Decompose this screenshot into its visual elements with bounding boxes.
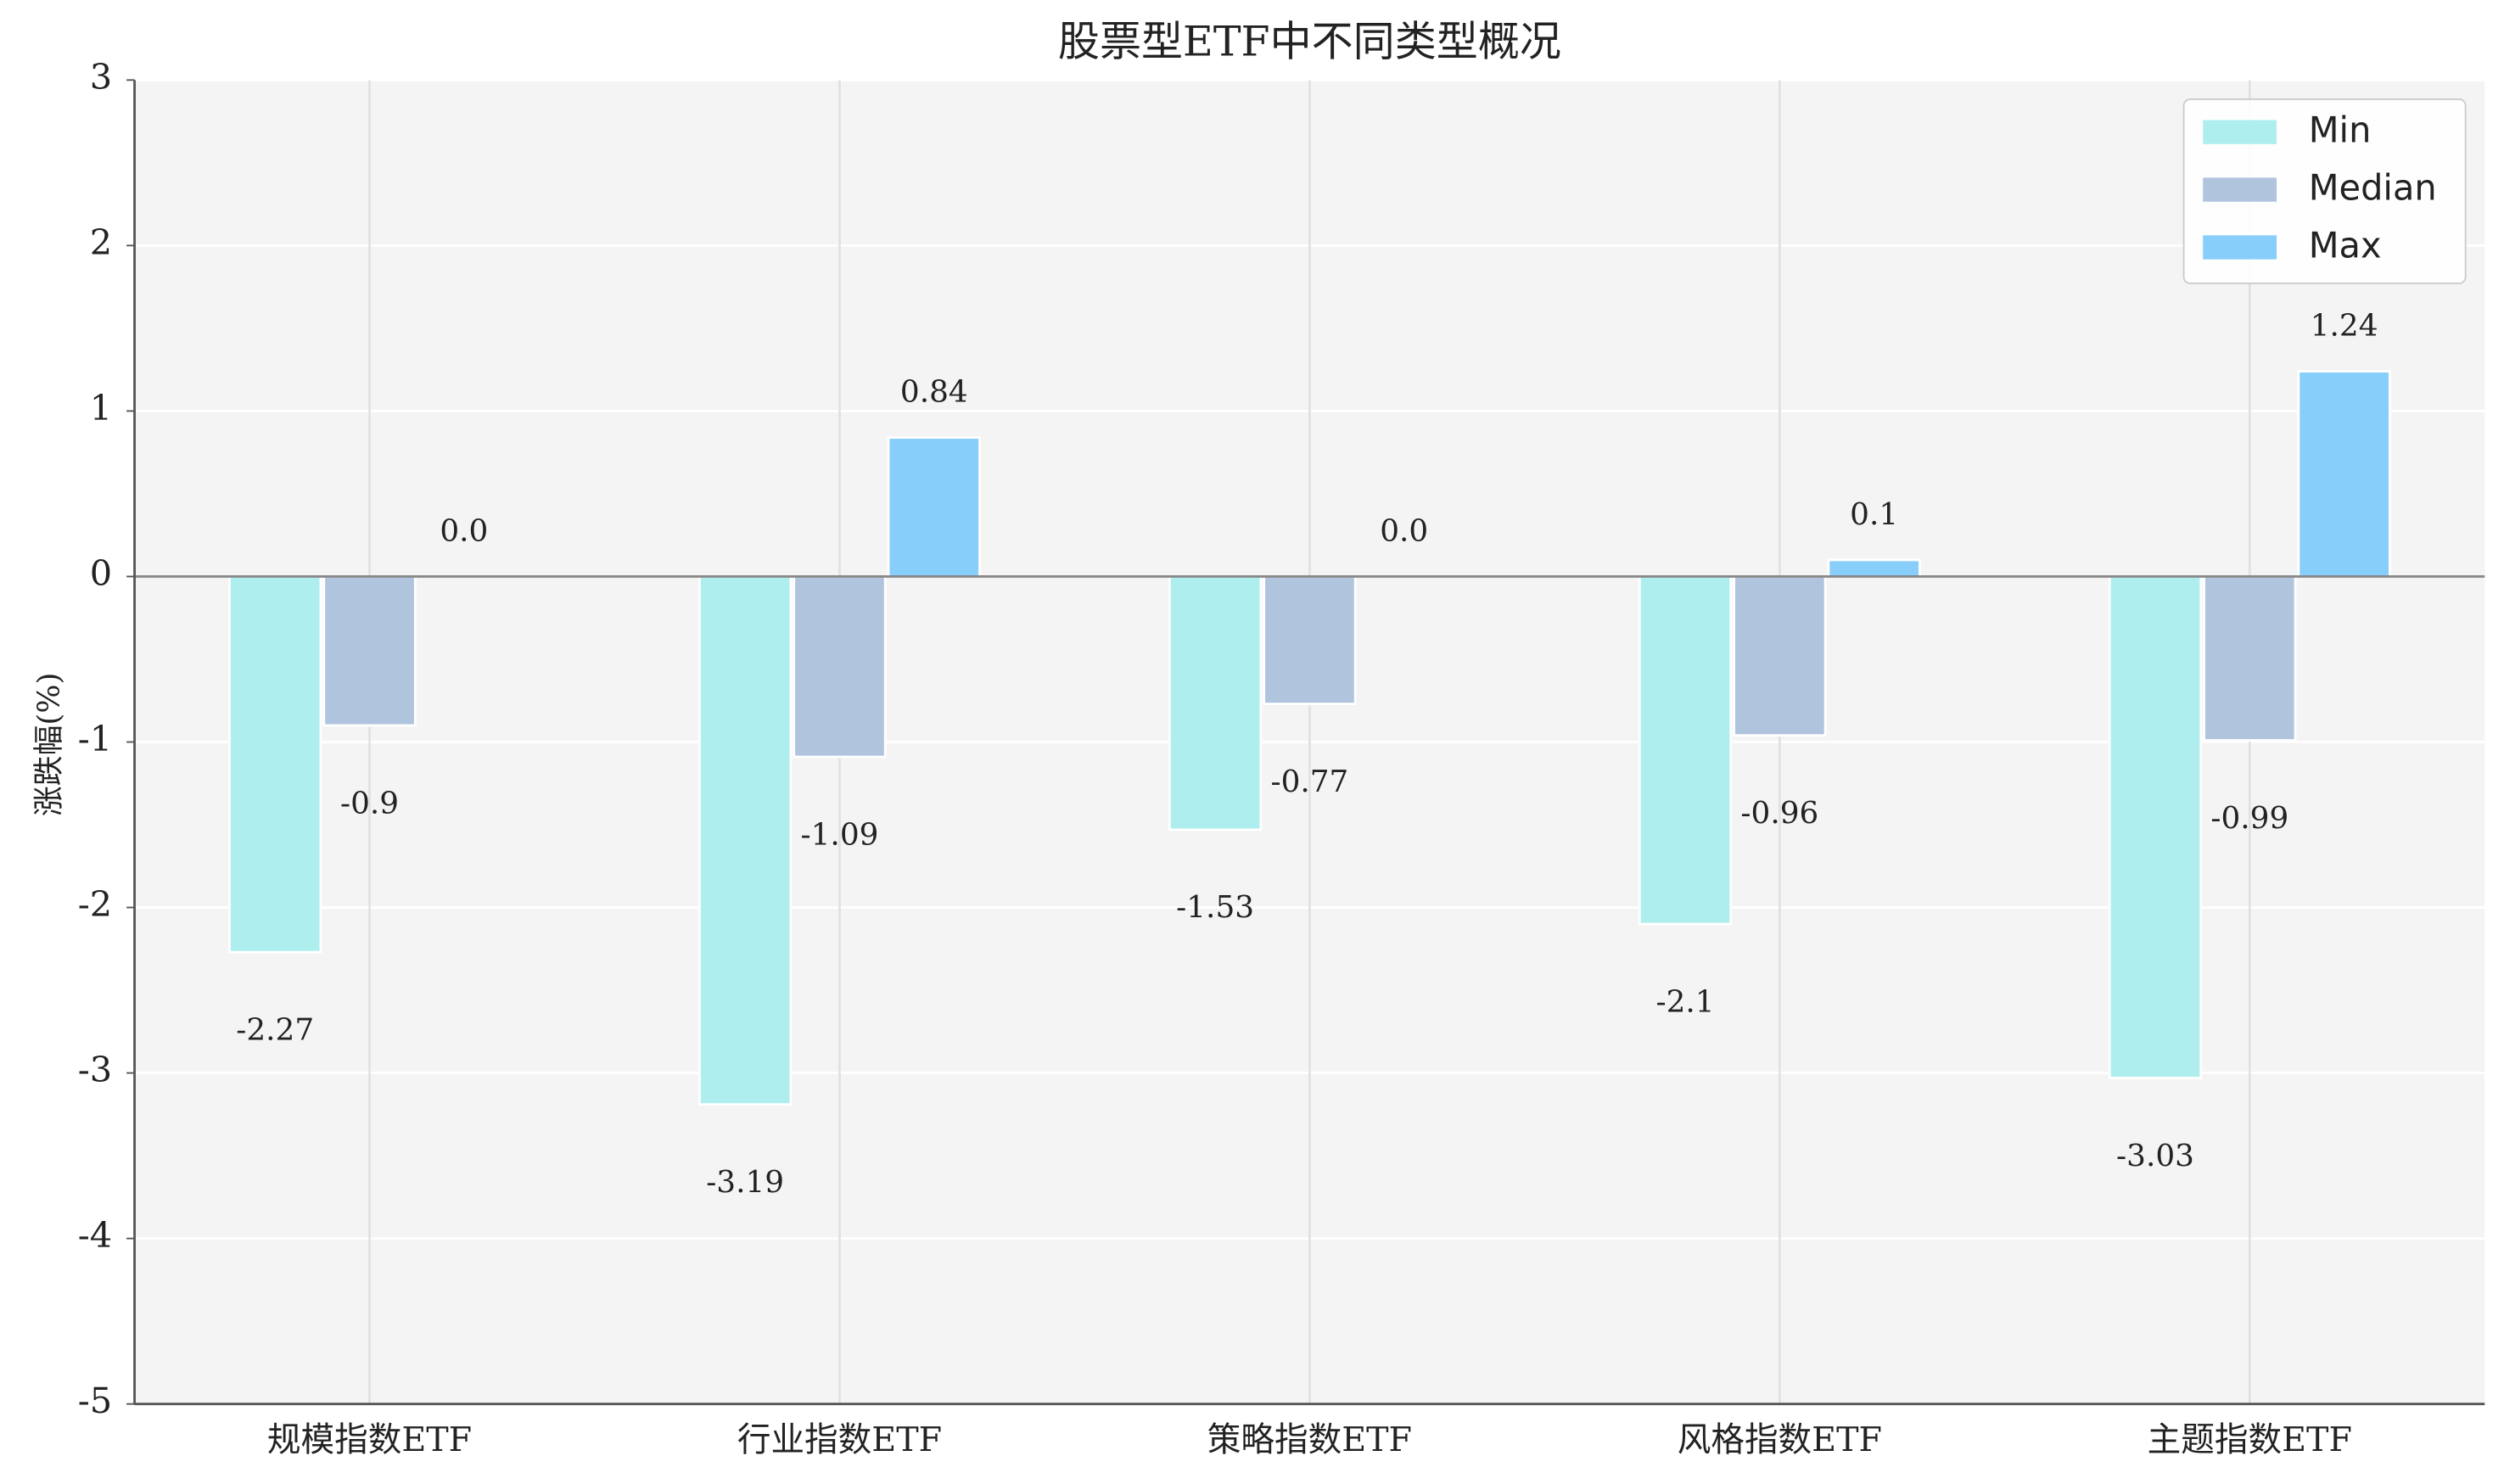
data-label: -0.96 xyxy=(1740,796,1818,831)
legend-swatch xyxy=(2203,120,2277,144)
data-label: 0.84 xyxy=(900,375,968,410)
bar xyxy=(1168,575,1263,832)
bar xyxy=(2108,575,2203,1079)
y-tick-label: 0 xyxy=(90,552,112,594)
x-tick-label: 策略指数ETF xyxy=(1207,1420,1412,1459)
bar xyxy=(1827,558,1921,578)
data-label: 0.0 xyxy=(1380,514,1428,549)
data-label: -3.19 xyxy=(706,1165,784,1200)
y-tick-label: 3 xyxy=(90,56,112,98)
bar xyxy=(2297,370,2391,578)
legend-label: Median xyxy=(2309,167,2437,209)
bar xyxy=(1638,575,1733,926)
y-tick-label: 2 xyxy=(90,221,112,263)
legend: Min Median Max xyxy=(2182,98,2467,284)
data-label: -0.77 xyxy=(1270,764,1348,799)
data-label: 0.0 xyxy=(440,514,488,549)
data-label: -1.09 xyxy=(801,817,879,852)
chart-title: 股票型ETF中不同类型概况 xyxy=(1058,16,1561,65)
data-label: -0.99 xyxy=(2210,801,2288,836)
legend-label: Min xyxy=(2309,109,2372,151)
bar xyxy=(1263,575,1357,706)
y-tick-label: -2 xyxy=(78,883,112,925)
bar xyxy=(793,575,887,759)
data-label: -2.27 xyxy=(236,1013,314,1048)
bar xyxy=(697,575,793,1106)
bar xyxy=(1733,575,1827,737)
legend-swatch xyxy=(2203,235,2277,260)
x-tick-label: 行业指数ETF xyxy=(737,1420,942,1459)
x-tick-label: 风格指数ETF xyxy=(1678,1420,1882,1459)
legend-swatch xyxy=(2203,177,2277,202)
x-tick-label: 规模指数ETF xyxy=(267,1420,472,1459)
data-label: 0.1 xyxy=(1850,497,1898,532)
data-label: -3.03 xyxy=(2116,1139,2194,1173)
bar xyxy=(228,575,322,954)
data-label: -2.1 xyxy=(1656,984,1715,1019)
data-label: -1.53 xyxy=(1176,890,1254,925)
bar xyxy=(2203,575,2297,742)
y-tick-label: -3 xyxy=(78,1049,112,1090)
y-tick-label: -5 xyxy=(78,1380,112,1421)
data-label: 1.24 xyxy=(2311,309,2378,344)
bar xyxy=(887,436,981,578)
legend-label: Max xyxy=(2309,224,2382,266)
data-label: -0.9 xyxy=(340,786,399,820)
y-axis-label: 涨跌幅(%) xyxy=(31,673,66,816)
x-tick-label: 主题指数ETF xyxy=(2148,1420,2352,1459)
y-tick-label: 1 xyxy=(90,387,112,428)
y-tick-label: -1 xyxy=(78,718,112,759)
bar xyxy=(322,575,417,727)
y-tick-label: -4 xyxy=(78,1214,112,1256)
